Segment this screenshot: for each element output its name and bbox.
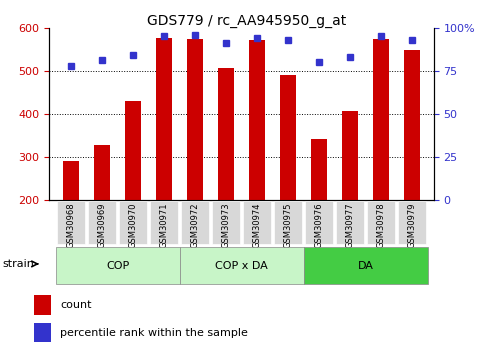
Bar bbox=[404, 50, 420, 200]
Bar bbox=[218, 68, 234, 200]
Bar bbox=[34, 295, 51, 315]
Text: percentile rank within the sample: percentile rank within the sample bbox=[60, 328, 248, 338]
Text: GSM30970: GSM30970 bbox=[129, 202, 138, 248]
Text: GSM30977: GSM30977 bbox=[346, 202, 354, 248]
FancyBboxPatch shape bbox=[367, 201, 395, 244]
FancyBboxPatch shape bbox=[212, 201, 240, 244]
Bar bbox=[63, 161, 79, 200]
FancyBboxPatch shape bbox=[56, 247, 179, 284]
Bar bbox=[125, 101, 141, 200]
FancyBboxPatch shape bbox=[304, 247, 427, 284]
FancyBboxPatch shape bbox=[88, 201, 116, 244]
FancyBboxPatch shape bbox=[336, 201, 364, 244]
Bar bbox=[156, 38, 172, 200]
Text: GDS779 / rc_AA945950_g_at: GDS779 / rc_AA945950_g_at bbox=[147, 14, 346, 28]
Bar bbox=[312, 139, 327, 200]
Text: GSM30979: GSM30979 bbox=[408, 202, 417, 248]
FancyBboxPatch shape bbox=[181, 201, 209, 244]
Text: GSM30973: GSM30973 bbox=[221, 202, 231, 248]
Text: COP x DA: COP x DA bbox=[215, 261, 268, 270]
Text: DA: DA bbox=[358, 261, 374, 270]
Bar bbox=[249, 40, 265, 200]
FancyBboxPatch shape bbox=[243, 201, 271, 244]
Text: count: count bbox=[60, 300, 92, 310]
Bar bbox=[281, 75, 296, 200]
FancyBboxPatch shape bbox=[179, 247, 304, 284]
Text: GSM30975: GSM30975 bbox=[283, 202, 292, 248]
FancyBboxPatch shape bbox=[398, 201, 426, 244]
Text: GSM30976: GSM30976 bbox=[315, 202, 323, 248]
Bar bbox=[94, 145, 110, 200]
FancyBboxPatch shape bbox=[274, 201, 302, 244]
Text: COP: COP bbox=[106, 261, 129, 270]
Bar bbox=[373, 39, 389, 200]
FancyBboxPatch shape bbox=[119, 201, 147, 244]
Text: GSM30972: GSM30972 bbox=[191, 202, 200, 248]
Text: GSM30969: GSM30969 bbox=[98, 202, 106, 248]
Text: strain: strain bbox=[2, 259, 35, 269]
Text: GSM30971: GSM30971 bbox=[160, 202, 169, 248]
FancyBboxPatch shape bbox=[150, 201, 178, 244]
Bar bbox=[34, 323, 51, 342]
Text: GSM30968: GSM30968 bbox=[67, 202, 75, 248]
Text: GSM30978: GSM30978 bbox=[377, 202, 386, 248]
Bar bbox=[342, 111, 358, 200]
FancyBboxPatch shape bbox=[305, 201, 333, 244]
Bar bbox=[187, 39, 203, 200]
Text: GSM30974: GSM30974 bbox=[252, 202, 262, 248]
FancyBboxPatch shape bbox=[57, 201, 85, 244]
